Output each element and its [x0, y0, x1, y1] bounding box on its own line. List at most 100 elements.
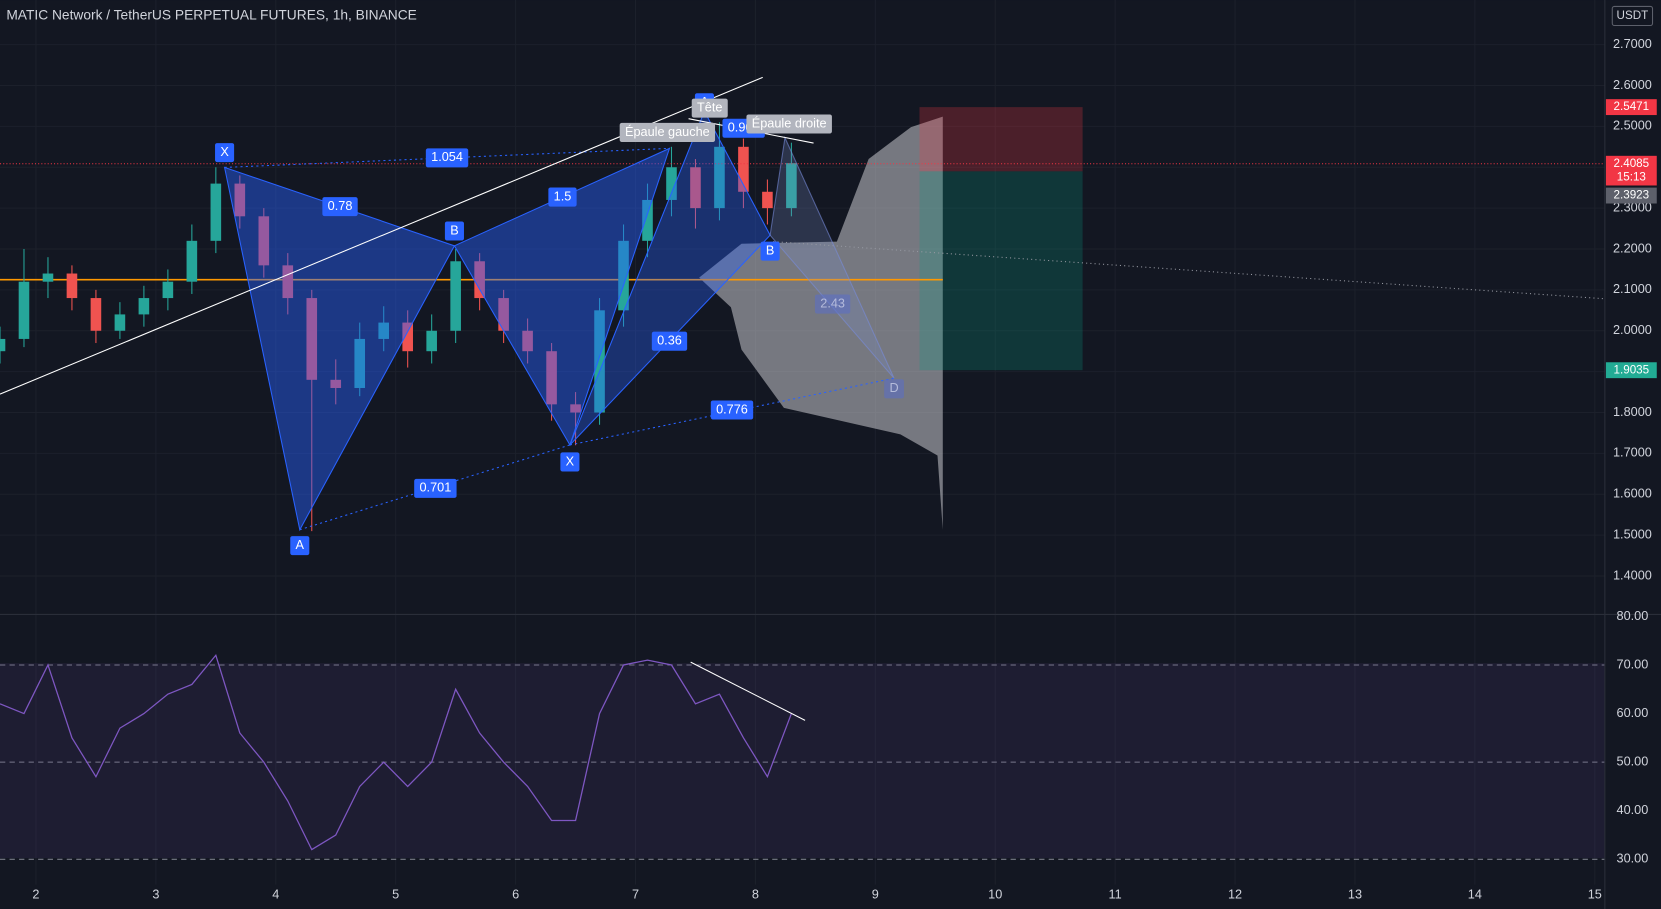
candle-body	[426, 330, 437, 352]
price-label-box	[1605, 155, 1657, 186]
annotation: B	[766, 242, 774, 257]
annotation: Épaule droite	[752, 115, 827, 130]
annotation: 0.701	[419, 480, 451, 495]
x-tick-label: 15	[1588, 887, 1602, 902]
y-tick-label: 1.6000	[1613, 486, 1652, 501]
candle-body	[522, 330, 533, 352]
annotation: X	[220, 144, 229, 159]
candle-body	[162, 281, 174, 299]
candle-body	[474, 261, 485, 299]
annotation: A	[296, 537, 305, 552]
annotation: 0.36	[657, 333, 682, 348]
candle-body	[66, 273, 78, 299]
annotation-box	[884, 379, 904, 399]
y-tick-label: 2.0000	[1613, 322, 1652, 337]
x-tick-label: 9	[872, 887, 879, 902]
annotation-box	[215, 143, 235, 163]
volume-profile	[699, 116, 943, 530]
annotation-box	[746, 114, 832, 134]
annotation: 0.776	[716, 401, 748, 416]
candle-body	[114, 314, 126, 331]
x-tick-label: 2	[32, 887, 39, 902]
annotation: Épaule gauche	[625, 124, 710, 139]
y-tick-label: 2.2000	[1613, 240, 1652, 255]
y-tick-label: 70.00	[1617, 656, 1649, 671]
y-tick-label: 2.1000	[1613, 281, 1652, 296]
y-tick-label: 2.7000	[1613, 36, 1652, 51]
annotation: 1.5	[554, 188, 572, 203]
annotation-box	[814, 294, 851, 314]
candle-body	[210, 183, 222, 241]
rsi-trendline	[690, 661, 806, 721]
candle-body	[282, 265, 294, 299]
stop-zone	[919, 107, 1083, 172]
candle-body	[138, 298, 150, 315]
y-tick-label: 50.00	[1617, 754, 1649, 769]
candle-body	[258, 216, 270, 266]
annotation-box	[619, 122, 716, 143]
price-label-box	[1605, 362, 1657, 379]
annotation: X	[566, 453, 575, 468]
unit-label: USDT	[1617, 9, 1649, 22]
candle-body	[546, 351, 557, 405]
candle-body	[786, 163, 797, 209]
y-tick-label: 80.00	[1617, 608, 1649, 623]
annotation: 0.78	[328, 198, 353, 213]
candle-body	[714, 146, 725, 209]
annotation-box	[691, 98, 728, 118]
x-tick-label: 6	[512, 887, 519, 902]
y-tick-label: 30.00	[1617, 851, 1649, 866]
labels: 2 3 4 5 6 7 8 9 10 11 12 13 14 15 1.4000 1.5000 1.6000 1.…	[32, 36, 1657, 902]
candle-body	[450, 261, 461, 331]
annotation: Tête	[697, 99, 722, 114]
candle-body	[354, 338, 366, 388]
candle-body	[186, 240, 198, 282]
rsi-line	[0, 653, 792, 851]
y-tick-label: 1.8000	[1613, 404, 1652, 419]
price-label: 2.3923	[1614, 189, 1650, 202]
annotation-box	[290, 536, 310, 556]
annotation: 1.054	[431, 149, 463, 164]
x-tick-label: 4	[272, 887, 279, 902]
rsi-band	[0, 663, 1605, 859]
countdown: 15:13	[1617, 171, 1646, 184]
candle-body	[498, 298, 509, 331]
candle-body	[570, 404, 581, 413]
annotation-box	[414, 478, 457, 498]
x-tick-label: 11	[1109, 887, 1122, 902]
target-zone	[919, 171, 1083, 371]
candle-body	[306, 298, 318, 380]
y-tick-label: 1.4000	[1613, 567, 1652, 582]
y-tick-label: 40.00	[1617, 802, 1649, 817]
candle-body	[594, 310, 605, 413]
unit-box	[1611, 5, 1654, 27]
candle-body	[618, 240, 629, 311]
candle-body	[378, 322, 390, 339]
candle-body	[0, 338, 6, 352]
x-tick-label: 8	[752, 887, 759, 902]
x-tick-label: 7	[632, 887, 639, 902]
candle-body	[90, 298, 102, 331]
candle-body	[18, 281, 30, 339]
x-tick-label: 14	[1468, 887, 1482, 902]
candle-body	[666, 167, 677, 200]
candle-body	[642, 199, 653, 241]
annotation-box	[760, 241, 780, 261]
y-tick-label: 2.6000	[1613, 77, 1652, 92]
plot	[0, 107, 1605, 851]
price-label: 1.9035	[1614, 363, 1650, 376]
candle-body	[234, 183, 246, 217]
annotation-box	[425, 148, 469, 168]
annotation-box	[444, 221, 464, 241]
x-tick-label: 10	[988, 887, 1002, 902]
annotation-box	[651, 331, 688, 351]
x-tick-label: 12	[1228, 887, 1242, 902]
candle-body	[42, 273, 54, 282]
price-label: 2.5471	[1614, 100, 1650, 113]
x-tick-label: 5	[392, 887, 399, 902]
price-label-box	[1605, 99, 1657, 116]
price-label-box	[1605, 187, 1657, 204]
candle-body	[330, 379, 342, 388]
